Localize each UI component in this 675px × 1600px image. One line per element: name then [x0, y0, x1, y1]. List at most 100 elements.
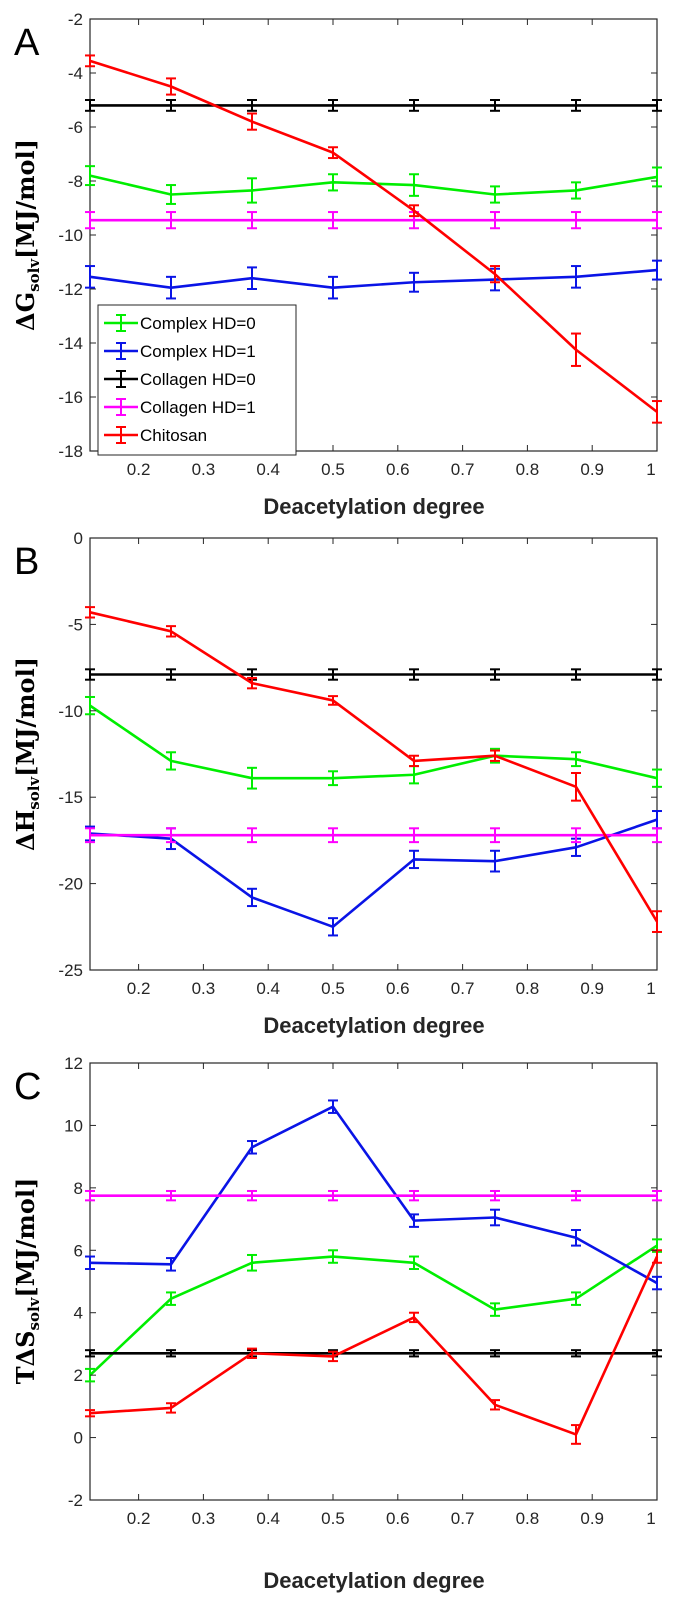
series-line — [89, 1255, 659, 1436]
error-bar — [409, 754, 419, 768]
legend-label: Collagen HD=0 — [140, 370, 256, 389]
panel-b: B 0.2 0.3 0.4 0.5 0.6 0.7 0.8 0.9 1 0 -5 -10 -15 -20 -… — [11, 529, 662, 1038]
error-bar — [328, 99, 338, 112]
error-bar — [409, 173, 419, 197]
series-collagen-hd0 — [85, 1349, 662, 1358]
x-tick-label: 1 — [646, 979, 655, 998]
x-tick-label: 0.9 — [580, 979, 604, 998]
y-tick-label: -15 — [58, 788, 83, 807]
error-bar — [166, 275, 176, 300]
error-bar — [247, 211, 257, 230]
series-complex-hd1 — [85, 1099, 662, 1291]
y-axis-label: TΔSsolv[MJ/mol] — [11, 1178, 43, 1385]
error-bar — [409, 204, 419, 218]
x-tick-label: 0.5 — [321, 460, 345, 479]
error-bar — [85, 165, 95, 187]
error-bar — [247, 1140, 257, 1155]
error-bar — [85, 1189, 95, 1202]
error-bar — [85, 827, 95, 844]
error-bar — [328, 827, 338, 844]
error-bar — [85, 606, 95, 619]
x-tick-label: 0.7 — [451, 1509, 475, 1528]
y-tick-label: -4 — [68, 64, 83, 83]
error-bar — [85, 1409, 95, 1418]
error-bar — [652, 910, 662, 933]
y-tick-label: -5 — [68, 615, 83, 634]
legend-label: Collagen HD=1 — [140, 398, 256, 417]
x-tick-label: 0.4 — [256, 979, 280, 998]
error-bar — [85, 668, 95, 681]
error-bar — [409, 827, 419, 844]
y-tick-label: -8 — [68, 172, 83, 191]
error-bar — [328, 1189, 338, 1202]
error-bar — [247, 112, 257, 131]
error-bar — [166, 184, 176, 205]
error-bar — [166, 751, 176, 771]
y-tick-label: -2 — [68, 1491, 83, 1510]
error-bar — [652, 768, 662, 788]
error-bar — [409, 1349, 419, 1358]
y-tick-label: 6 — [74, 1241, 83, 1260]
series-collagen-hd0 — [85, 668, 662, 681]
error-bar — [490, 668, 500, 681]
error-bar — [571, 1424, 581, 1445]
error-bar — [166, 1291, 176, 1306]
x-tick-label: 0.7 — [451, 460, 475, 479]
x-tick-label: 0.8 — [516, 979, 540, 998]
error-bar — [409, 1255, 419, 1271]
error-bar — [490, 265, 500, 284]
error-bar — [490, 211, 500, 230]
legend-item: Complex HD=0 — [104, 314, 256, 333]
error-bar — [409, 271, 419, 293]
error-bar — [571, 668, 581, 681]
x-tick-label: 0.7 — [451, 979, 475, 998]
error-bar — [328, 1350, 338, 1363]
error-bar — [328, 1249, 338, 1264]
series-collagen-hd1 — [85, 827, 662, 844]
error-bar — [409, 668, 419, 681]
x-axis-label: Deacetylation degree — [263, 1013, 484, 1038]
y-tick-label: -10 — [58, 226, 83, 245]
error-bar — [409, 849, 419, 870]
error-bar — [490, 1349, 500, 1358]
tick-labels: 0.2 0.3 0.4 0.5 0.6 0.7 0.8 0.9 1 -2 -4 -6 -8 -10 -12 -… — [58, 10, 658, 479]
x-tick-label: 0.9 — [580, 1509, 604, 1528]
error-bar — [247, 887, 257, 908]
legend-item: Collagen HD=1 — [104, 398, 256, 417]
series-chitosan — [85, 1249, 662, 1445]
x-tick-label: 0.8 — [516, 1509, 540, 1528]
error-bar — [328, 770, 338, 787]
error-bar — [652, 259, 662, 281]
error-bar — [490, 1208, 500, 1227]
y-tick-label: -12 — [58, 280, 83, 299]
error-bar — [571, 332, 581, 367]
error-bar — [490, 99, 500, 112]
legend-item: Chitosan — [104, 426, 207, 445]
x-tick-label: 0.4 — [256, 460, 280, 479]
series-complex-hd0 — [85, 695, 662, 790]
x-tick-label: 0.2 — [127, 1509, 151, 1528]
error-bar — [571, 265, 581, 289]
error-bar — [652, 99, 662, 112]
tick-labels: 0.2 0.3 0.4 0.5 0.6 0.7 0.8 0.9 1 0 -5 -10 -15 -20 -25 — [58, 529, 658, 998]
error-bar — [85, 695, 95, 716]
error-bar — [571, 772, 581, 802]
x-tick-label: 0.4 — [256, 1509, 280, 1528]
error-bar — [166, 1402, 176, 1414]
error-bar — [85, 265, 95, 289]
x-tick-label: 1 — [646, 1509, 655, 1528]
legend-item: Complex HD=1 — [104, 342, 256, 361]
error-bar — [247, 99, 257, 112]
tick-labels: 0.2 0.3 0.4 0.5 0.6 0.7 0.8 0.9 1 12 10 8 6 4 2 0 -2 — [64, 1054, 658, 1528]
series-complex-hd0 — [85, 165, 662, 205]
legend-label: Complex HD=0 — [140, 314, 256, 333]
legend-label: Chitosan — [140, 426, 207, 445]
error-bar — [490, 1189, 500, 1202]
error-bar — [166, 827, 176, 844]
error-bar — [652, 668, 662, 681]
error-bar — [166, 77, 176, 96]
error-bar — [328, 695, 338, 706]
series-collagen-hd1 — [85, 211, 662, 230]
series-line — [89, 174, 658, 196]
x-tick-label: 0.2 — [127, 460, 151, 479]
